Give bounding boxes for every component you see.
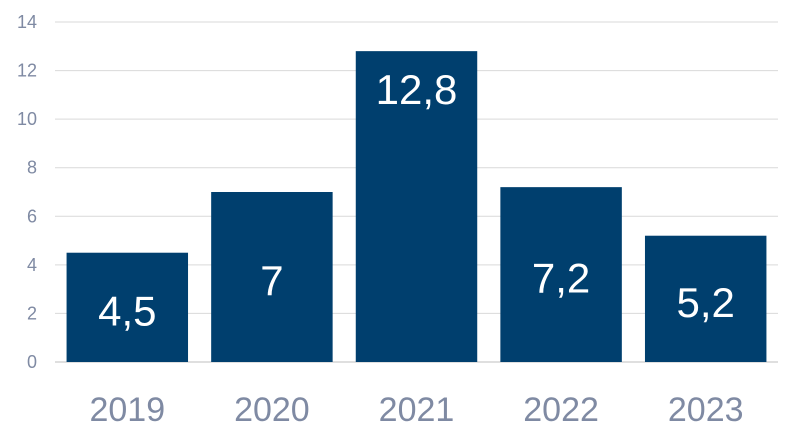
bar-2021 <box>355 51 478 363</box>
bar-2023 <box>644 235 767 362</box>
bar-2019 <box>66 252 189 362</box>
x-axis: 2019 2020 2021 2022 2023 <box>89 391 743 429</box>
y-tick-label: 2 <box>27 303 37 323</box>
x-tick-label-2022: 2022 <box>523 391 599 429</box>
x-tick-label-2021: 2021 <box>379 391 455 429</box>
bar-2022 <box>500 187 622 362</box>
y-tick-label: 12 <box>17 61 37 81</box>
y-tick-label: 8 <box>27 158 37 178</box>
x-tick-label-2023: 2023 <box>668 391 744 429</box>
bar-2020 <box>211 192 333 362</box>
y-tick-label: 14 <box>17 12 37 32</box>
x-tick-label-2020: 2020 <box>234 391 310 429</box>
data-label-2023: 5,2 <box>677 279 735 326</box>
data-label-2021: 12,8 <box>376 66 458 113</box>
data-label-2019: 4,5 <box>98 287 156 334</box>
y-tick-label: 6 <box>27 206 37 226</box>
x-tick-label-2019: 2019 <box>89 391 165 429</box>
y-axis: 0 2 4 6 8 10 12 14 <box>17 12 37 372</box>
data-labels: 4,5 7 12,8 7,2 5,2 <box>98 66 735 334</box>
data-label-2022: 7,2 <box>532 255 590 302</box>
bars <box>66 51 767 363</box>
y-tick-label: 0 <box>27 352 37 372</box>
y-tick-label: 4 <box>27 255 37 275</box>
y-tick-label: 10 <box>17 109 37 129</box>
data-label-2020: 7 <box>260 257 283 304</box>
